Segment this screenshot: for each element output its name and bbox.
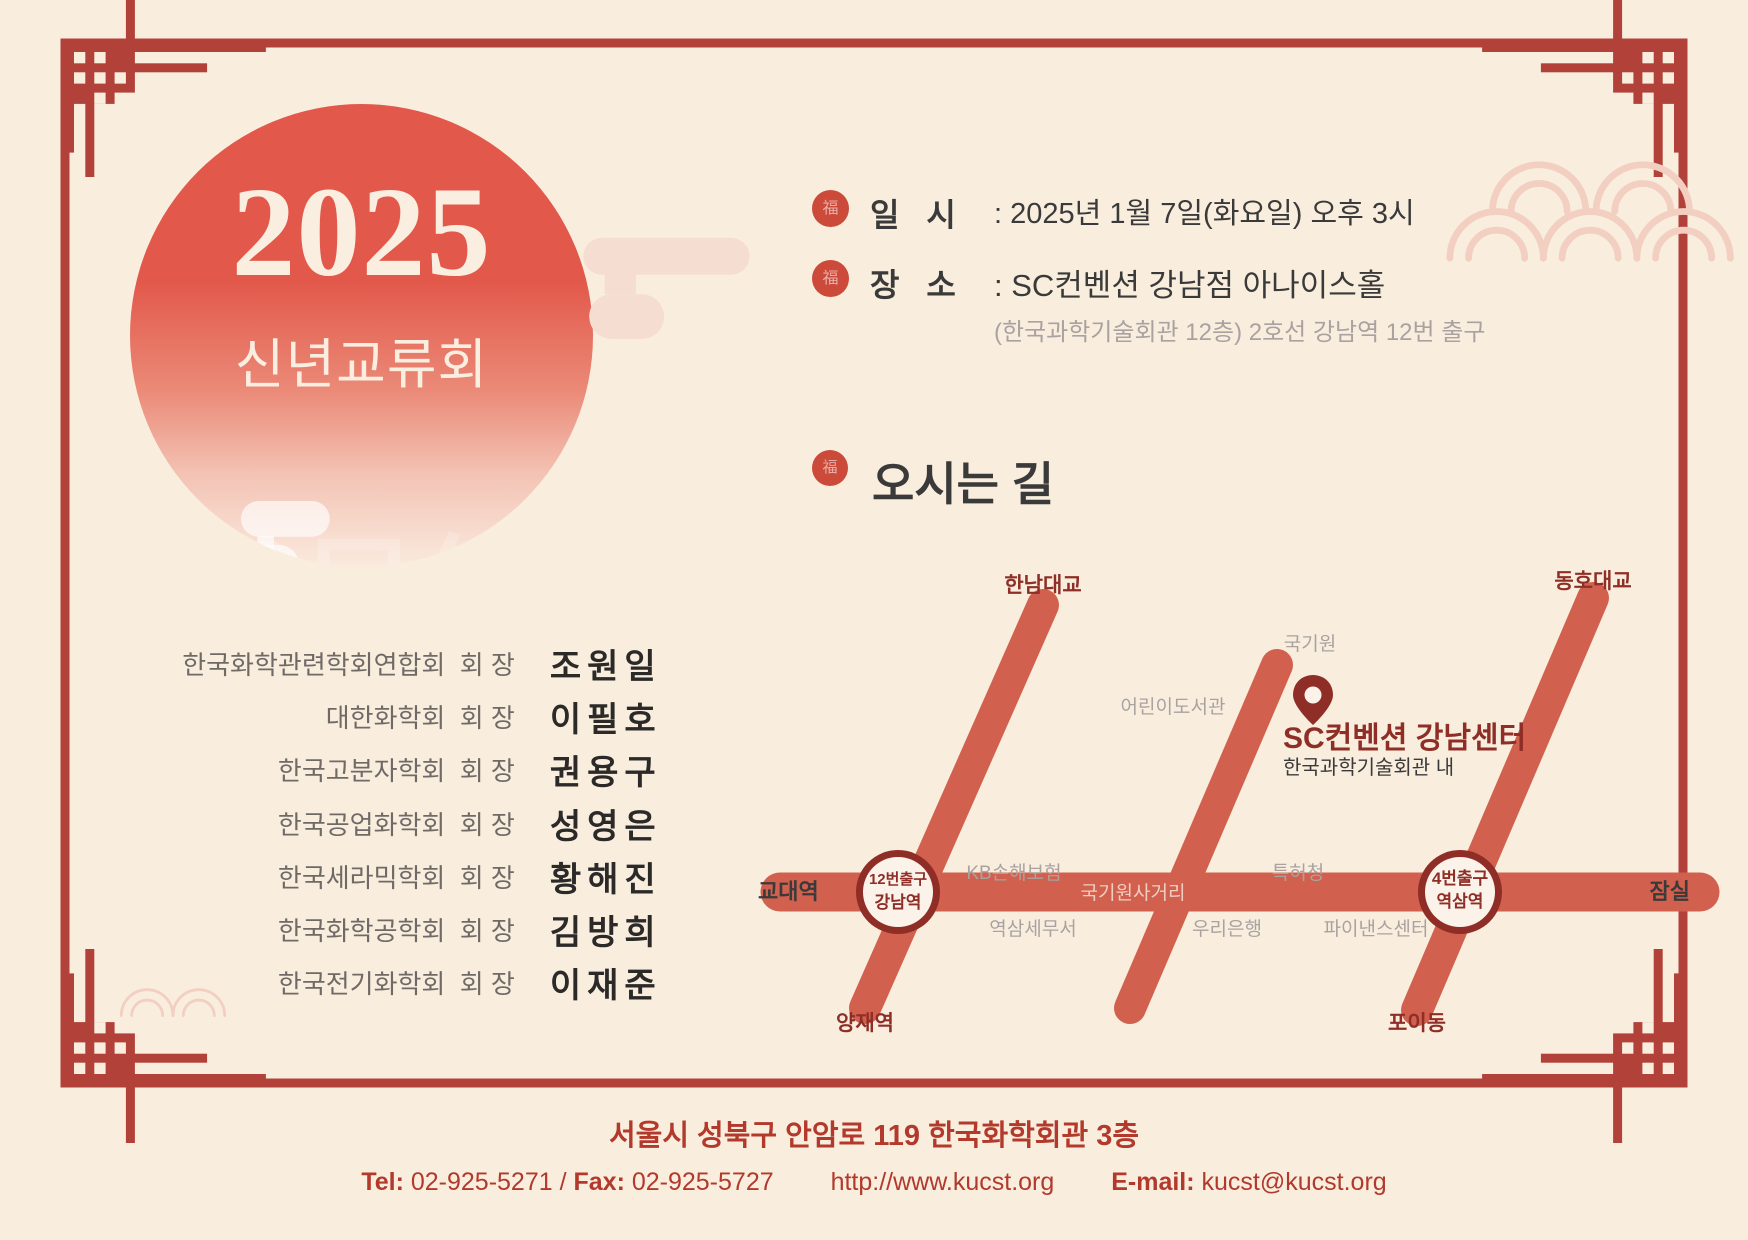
svg-text:KB손해보험: KB손해보험	[966, 862, 1061, 884]
svg-text:동호대교: 동호대교	[1554, 570, 1631, 593]
svg-text:12번출구: 12번출구	[869, 871, 927, 888]
svg-text:양재역: 양재역	[836, 1012, 894, 1035]
svg-text:역삼역: 역삼역	[1437, 892, 1484, 911]
svg-text:한남대교: 한남대교	[1004, 574, 1081, 597]
svg-text:국기원사거리: 국기원사거리	[1081, 882, 1186, 904]
svg-text:잠실: 잠실	[1650, 879, 1690, 904]
svg-text:파이낸스센터: 파이낸스센터	[1324, 918, 1429, 940]
svg-text:강남역: 강남역	[875, 893, 922, 912]
svg-text:우리은행: 우리은행	[1192, 918, 1262, 940]
svg-text:특허청: 특허청	[1272, 862, 1324, 884]
svg-text:어린이도서관: 어린이도서관	[1121, 696, 1226, 718]
svg-text:SC컨벤션 강남센터: SC컨벤션 강남센터	[1283, 722, 1526, 755]
svg-text:역삼세무서: 역삼세무서	[989, 918, 1076, 940]
svg-text:포이동: 포이동	[1388, 1012, 1446, 1035]
svg-text:국기원: 국기원	[1284, 633, 1336, 655]
svg-text:한국과학기술회관 내: 한국과학기술회관 내	[1283, 756, 1454, 779]
svg-text:4번출구: 4번출구	[1432, 869, 1489, 888]
svg-text:교대역: 교대역	[758, 879, 819, 904]
